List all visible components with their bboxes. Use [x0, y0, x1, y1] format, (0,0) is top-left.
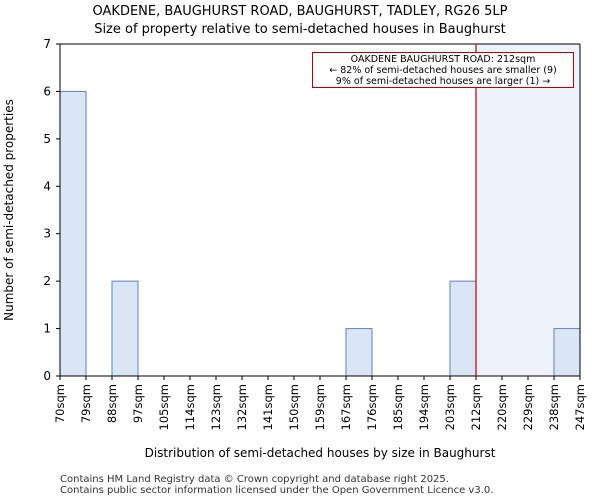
bar-88sqm: [111, 280, 139, 377]
x-tick-label: 194sqm: [417, 384, 431, 430]
x-tick-label: 220sqm: [495, 384, 509, 430]
x-tick-label: 97sqm: [131, 384, 145, 423]
y-tick-label: 2: [43, 274, 51, 288]
x-tick-label: 167sqm: [339, 384, 353, 430]
x-tick-label: 238sqm: [547, 384, 561, 430]
property-annotation: OAKDENE BAUGHURST ROAD: 212sqm ← 82% of …: [312, 52, 574, 88]
y-axis-title: Number of semi-detached properties: [2, 99, 16, 321]
x-tick-label: 203sqm: [443, 384, 457, 430]
bar-203sqm: [449, 280, 477, 377]
chart-title-line1: OAKDENE, BAUGHURST ROAD, BAUGHURST, TADL…: [92, 4, 508, 19]
annotation-line1: OAKDENE BAUGHURST ROAD: 212sqm: [350, 54, 536, 65]
x-tick-label: 185sqm: [391, 384, 405, 430]
y-tick-label: 1: [43, 322, 51, 336]
x-tick-label: 247sqm: [573, 384, 587, 430]
x-tick-label: 123sqm: [209, 384, 223, 430]
y-tick-label: 5: [43, 132, 51, 146]
annotation-line3: 9% of semi-detached houses are larger (1…: [335, 76, 551, 87]
x-tick-label: 159sqm: [313, 384, 327, 430]
bar-70sqm: [59, 90, 87, 377]
chart-title-line2: Size of property relative to semi-detach…: [94, 22, 506, 37]
y-tick-label: 3: [43, 227, 51, 241]
x-tick-label: 105sqm: [157, 384, 171, 430]
bar-167sqm: [345, 328, 373, 377]
x-tick-label: 88sqm: [105, 384, 119, 423]
y-tick-label: 6: [43, 84, 51, 98]
y-tick-label: 7: [43, 37, 51, 51]
y-tick-label: 4: [43, 179, 51, 193]
x-tick-label: 176sqm: [365, 384, 379, 430]
x-tick-label: 150sqm: [287, 384, 301, 430]
larger-region-shade: [476, 44, 580, 376]
x-tick-label: 114sqm: [183, 384, 197, 430]
annotation-line2: ← 82% of semi-detached houses are smalle…: [329, 65, 557, 76]
footer-line1: Contains HM Land Registry data © Crown c…: [60, 474, 449, 485]
footer-line2: Contains public sector information licen…: [60, 485, 494, 496]
x-tick-label: 70sqm: [53, 384, 67, 423]
x-tick-label: 79sqm: [79, 384, 93, 423]
x-tick-label: 141sqm: [261, 384, 275, 430]
x-tick-label: 229sqm: [521, 384, 535, 430]
x-axis-title: Distribution of semi-detached houses by …: [145, 446, 496, 460]
bar-238sqm: [553, 328, 581, 377]
y-tick-label: 0: [43, 369, 51, 383]
x-tick-label: 212sqm: [469, 384, 483, 430]
x-tick-label: 132sqm: [235, 384, 249, 430]
